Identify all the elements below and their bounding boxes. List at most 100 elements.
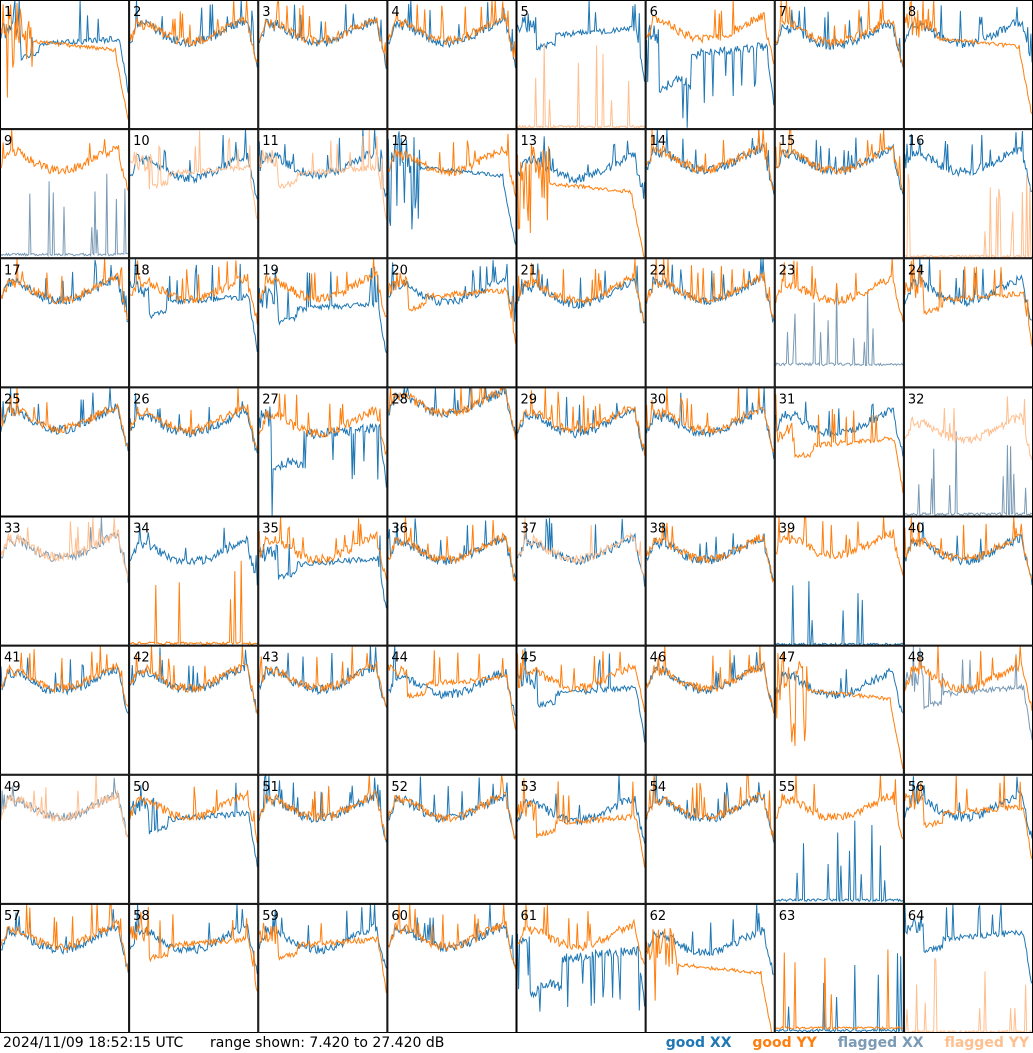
panel-62-border (645, 903, 775, 1033)
panel-16: 16 (903, 129, 1033, 259)
panel-20-label: 20 (391, 263, 408, 278)
panel-63-label: 63 (779, 909, 796, 924)
panel-7-border (774, 0, 904, 130)
panel-46-label: 46 (650, 651, 667, 666)
panel-27-yy-line (258, 393, 387, 456)
panel-59: 59 (258, 903, 388, 1033)
panel-23: 23 (774, 258, 904, 388)
panel-62-yy-line (646, 927, 774, 1033)
panel-21: 21 (516, 258, 646, 388)
panel-49: 49 (0, 774, 130, 904)
panel-43-yy-line (258, 646, 387, 707)
panel-20: 20 (387, 258, 517, 388)
panel-53-xx-line (517, 774, 646, 844)
panel-37-yy-line (517, 516, 646, 578)
legend-flagged-yy: flagged YY (944, 1035, 1029, 1051)
panel-47-yy-line (775, 652, 904, 770)
panel-43-label: 43 (262, 651, 279, 666)
panel-37-xx-line (517, 518, 646, 587)
panel-62-label: 62 (650, 909, 667, 924)
panel-10-label: 10 (133, 134, 150, 149)
panel-28-label: 28 (391, 392, 408, 407)
panel-43-border (258, 645, 388, 775)
panel-44-border (387, 645, 517, 775)
panel-6: 6 (645, 0, 775, 130)
panel-37-border (516, 516, 646, 646)
panel-52-label: 52 (391, 780, 408, 795)
panel-25-yy-line (0, 387, 129, 448)
panel-39-label: 39 (779, 522, 796, 537)
panel-57-label: 57 (4, 909, 21, 924)
panel-33-label: 33 (4, 522, 21, 537)
panel-61-xx-line (517, 933, 646, 1012)
panel-8-label: 8 (908, 5, 916, 20)
panel-45-label: 45 (521, 651, 538, 666)
panel-56-xx-line (904, 776, 1033, 839)
panel-60-yy-line (387, 903, 516, 970)
panel-39: 39 (774, 516, 904, 646)
panel-10-yy-line (129, 130, 258, 220)
panel-27-border (258, 387, 388, 517)
panel-19-yy-line (258, 258, 387, 317)
panel-52: 52 (387, 774, 517, 904)
panel-60: 60 (387, 903, 517, 1033)
panel-46-border (645, 645, 775, 775)
panel-11-border (258, 129, 388, 259)
panel-36-yy-line (387, 516, 516, 582)
panel-53-label: 53 (521, 780, 538, 795)
panel-63-xx-line (775, 953, 904, 1033)
panel-44-label: 44 (391, 651, 408, 666)
panel-27-xx-line (258, 406, 387, 517)
legend-good-xx: good XX (665, 1035, 732, 1051)
panel-4: 4 (387, 0, 517, 130)
panel-3-yy-line (258, 0, 387, 68)
panel-2-xx-line (129, 0, 258, 68)
panel-61: 61 (516, 903, 646, 1033)
panel-36-border (387, 516, 517, 646)
panel-31-border (774, 387, 904, 517)
panel-60-border (387, 903, 517, 1033)
panel-64: 64 (903, 903, 1033, 1033)
panel-13: 13 (516, 129, 646, 259)
panel-17-xx-line (0, 259, 129, 323)
panel-13-label: 13 (521, 134, 538, 149)
legend-flagged-xx: flagged XX (837, 1035, 924, 1051)
panel-17-yy-line (0, 258, 129, 321)
panel-52-yy-line (387, 774, 516, 841)
panel-6-border (645, 0, 775, 130)
panel-11-xx-line (258, 129, 387, 198)
panel-12-border (387, 129, 517, 259)
panel-8-xx-line (904, 5, 1033, 63)
legend-good-yy: good YY (752, 1035, 817, 1051)
panel-34-label: 34 (133, 522, 150, 537)
panel-21-border (516, 258, 646, 388)
panel-58-border (129, 903, 259, 1033)
panel-23-border (774, 258, 904, 388)
panel-6-xx-line (646, 24, 775, 128)
panel-54: 54 (645, 774, 775, 904)
panel-53-yy-line (517, 778, 646, 868)
panel-33-border (0, 516, 130, 646)
panel-45: 45 (516, 645, 646, 775)
panel-35-xx-line (258, 535, 387, 609)
panel-25: 25 (0, 387, 130, 517)
panel-19-xx-line (258, 267, 387, 354)
panel-41-label: 41 (4, 651, 21, 666)
panel-1-label: 1 (4, 5, 12, 20)
panel-47-border (774, 645, 904, 775)
panel-25-label: 25 (4, 392, 21, 407)
panel-35-border (258, 516, 388, 646)
panel-19-label: 19 (262, 263, 279, 278)
panel-50-label: 50 (133, 780, 150, 795)
panel-14-yy-line (646, 129, 775, 191)
panel-37: 37 (516, 516, 646, 646)
panel-49-border (0, 774, 130, 904)
panel-10-border (129, 129, 259, 259)
panel-50-border (129, 774, 259, 904)
panel-9-label: 9 (4, 134, 12, 149)
panel-33: 33 (0, 516, 130, 646)
panel-64-xx-line (904, 903, 1033, 984)
panel-32-xx-line (904, 431, 1033, 517)
panel-47-xx-line (775, 667, 904, 714)
